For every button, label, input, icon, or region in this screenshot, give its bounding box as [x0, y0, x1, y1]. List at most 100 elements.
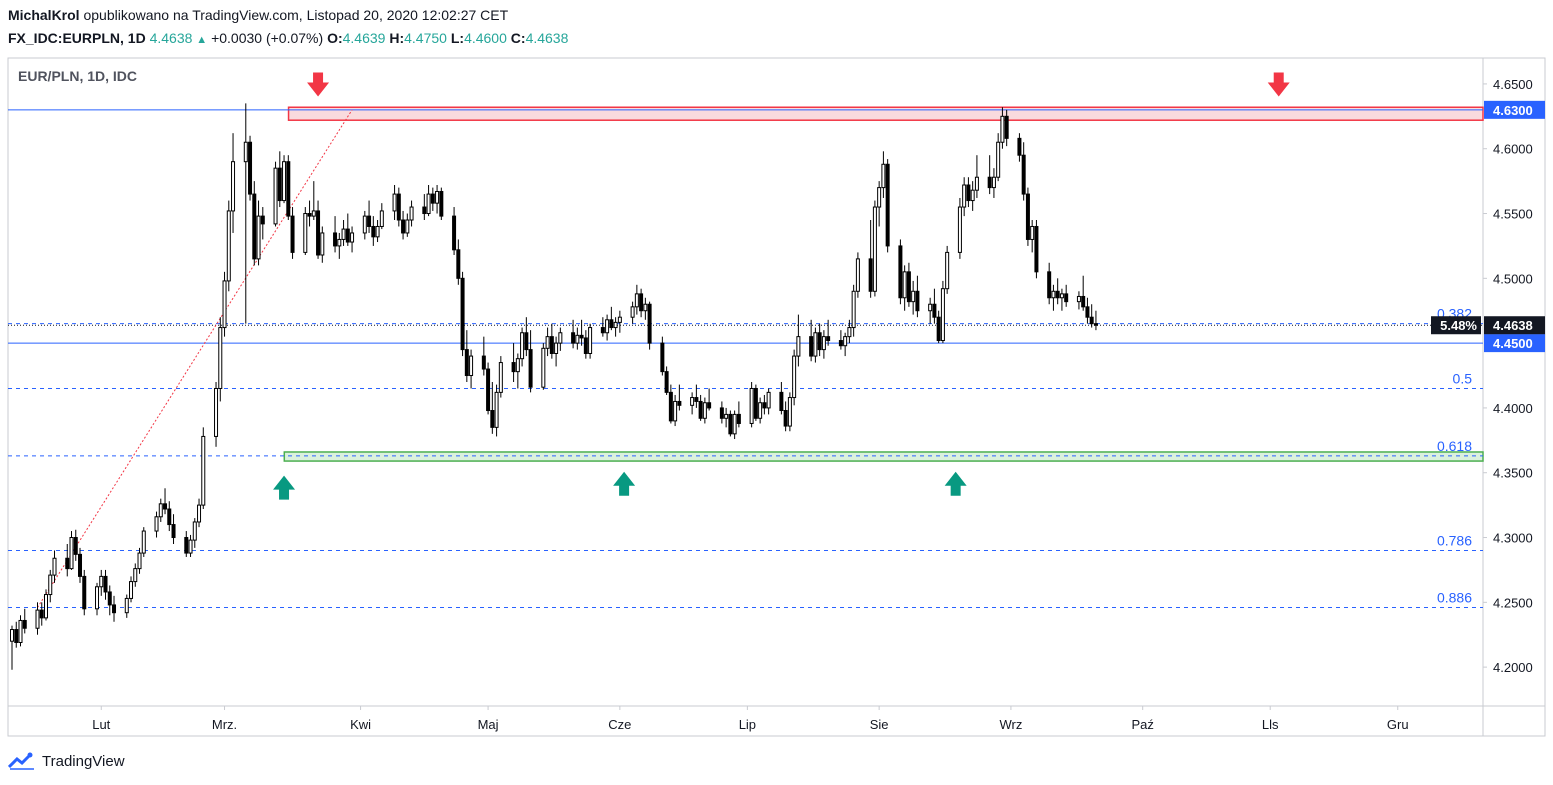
candle [171, 514, 176, 544]
candle [605, 314, 610, 341]
candle [520, 327, 525, 367]
candle-body-down [783, 410, 788, 427]
candle-body-down [898, 245, 903, 299]
open-value: 4.4639 [342, 30, 386, 46]
candle-body-up [749, 387, 754, 424]
candle-body-up [350, 232, 355, 243]
candle [996, 133, 1001, 182]
candle [966, 177, 971, 208]
candle-body-up [787, 397, 792, 427]
candle-body-up [35, 609, 40, 629]
candle-body-up [1030, 225, 1035, 240]
candle [957, 197, 962, 259]
candle-body-up [201, 435, 206, 506]
candle [1085, 297, 1090, 324]
candle [273, 161, 278, 227]
candle-body-down [286, 161, 291, 217]
close-label: C: [510, 30, 526, 46]
price-label-bg [1484, 100, 1545, 119]
last-price: 4.4638 [149, 30, 193, 46]
candle [452, 207, 457, 255]
candle [826, 319, 831, 346]
x-tick-label: Kwi [350, 717, 371, 732]
candle [337, 232, 342, 259]
candle-body-down [82, 575, 87, 610]
candle [558, 327, 563, 351]
fib-level-label: 0.618 [1437, 438, 1472, 454]
candle-body-up [273, 167, 278, 225]
candle-body-down [728, 413, 733, 435]
candle-body-down [571, 332, 576, 344]
candle-body-down [677, 400, 682, 406]
candle [813, 327, 818, 363]
candle-body-down [817, 332, 822, 351]
candle-body-down [107, 591, 112, 606]
candle [732, 410, 737, 440]
publish-info: MichalKrol opublikowano na TradingView.c… [8, 7, 508, 23]
close-value: 4.4638 [525, 30, 569, 46]
candle [197, 498, 202, 528]
candle-body-up [52, 557, 57, 576]
y-tick-label: 4.4000 [1493, 401, 1533, 416]
candle [95, 582, 100, 616]
candle-body-down [163, 503, 168, 510]
candle [902, 265, 907, 311]
candle-body-down [22, 619, 27, 629]
candle-body-down [103, 575, 108, 593]
candle [158, 498, 163, 522]
candle-body-down [422, 206, 427, 215]
candle [103, 569, 108, 600]
candle [945, 245, 950, 294]
candle-body-down [1055, 290, 1060, 299]
candle [1030, 220, 1035, 253]
candle [35, 602, 40, 635]
candle [10, 625, 14, 670]
high-value: 4.4750 [404, 30, 447, 46]
candle-body-up [928, 303, 933, 312]
candle-body-down [490, 410, 495, 428]
candle [600, 317, 605, 337]
candle-body-up [796, 336, 801, 357]
candle-body-up [141, 530, 146, 554]
candle [439, 187, 444, 220]
brand-name[interactable]: TradingView [42, 752, 125, 770]
y-tick-label: 4.3500 [1493, 466, 1533, 481]
candle [911, 280, 916, 315]
candle [218, 317, 223, 402]
candle-body-up [911, 290, 916, 303]
candle [141, 527, 146, 557]
candle [277, 151, 282, 208]
candle-body-up [702, 402, 707, 419]
x-tick-label: Lls [1262, 717, 1279, 732]
candle [677, 384, 682, 411]
candle-body-down [987, 176, 992, 189]
candle-body-down [528, 349, 533, 388]
candle-body-up [197, 504, 202, 523]
author-name[interactable]: MichalKrol [8, 7, 80, 23]
candle [1034, 220, 1039, 279]
candle [379, 203, 384, 230]
tradingview-logo-icon[interactable] [8, 752, 36, 770]
candle [405, 213, 410, 237]
candle-body-up [872, 206, 877, 292]
candle [44, 589, 49, 621]
candle-body-up [222, 280, 227, 329]
support-zone [283, 451, 1484, 462]
candle-body-down [112, 604, 117, 614]
candle-body-up [847, 327, 852, 338]
candle [350, 226, 355, 253]
candle [719, 401, 724, 424]
candle [898, 239, 903, 305]
candle [69, 531, 74, 570]
candle-body-up [124, 597, 129, 614]
candle [341, 220, 346, 246]
candle [469, 349, 474, 389]
candle-body-up [192, 521, 197, 541]
up-triangle-icon: ▲ [196, 34, 208, 46]
candle-body-down [660, 342, 665, 373]
candle-body-up [337, 238, 342, 247]
candle [787, 392, 792, 432]
candle-body-up [974, 176, 979, 191]
candle [643, 297, 648, 320]
